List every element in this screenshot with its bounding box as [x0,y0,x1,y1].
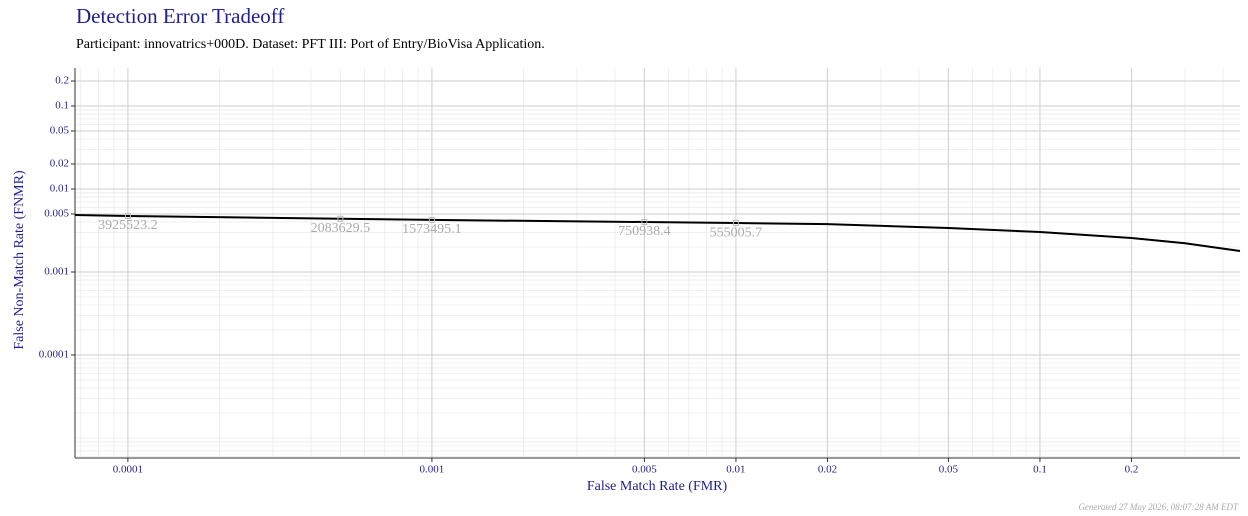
threshold-label: 3925523.2 [98,218,158,233]
x-tick-label: 0.001 [420,464,445,476]
x-tick-label: 0.1 [1033,464,1047,476]
threshold-marker [428,216,435,223]
chart-subtitle: Participant: innovatrics+000D. Dataset: … [76,37,545,52]
y-tick-label: 0.2 [55,75,69,87]
y-tick-label: 0.01 [50,183,69,195]
threshold-label: 750938.4 [618,224,671,239]
det-curve [74,214,1241,253]
y-tick-label: 0.1 [55,100,69,112]
threshold-marker [641,219,648,226]
threshold-label: 555005.7 [710,225,763,240]
y-axis-label: False Non-Match Rate (FNMR) [12,170,27,350]
x-tick-label: 0.02 [818,464,837,476]
footer: Generated 27 May 2026, 08:07:28 AM EDT [1078,502,1239,512]
y-tick-label: 0.05 [50,125,70,137]
x-axis-label: False Match Rate (FMR) [587,479,728,494]
threshold-marker [732,220,739,227]
threshold-marker [124,212,131,219]
threshold-label: 1573495.1 [402,222,462,237]
threshold-label: 2083629.5 [311,221,371,236]
y-tick-label: 0.005 [44,208,69,220]
x-tick-label: 0.0001 [113,464,143,476]
x-tick-label: 0.05 [939,464,959,476]
chart-title: Detection Error Tradeoff [76,4,284,28]
y-tick-label: 0.02 [50,158,69,170]
y-tick-label: 0.001 [44,266,69,278]
y-tick-label: 0.0001 [39,349,69,361]
threshold-marker [337,215,344,222]
x-tick-label: 0.2 [1125,464,1139,476]
x-tick-label: 0.01 [726,464,745,476]
x-tick-label: 0.005 [632,464,657,476]
